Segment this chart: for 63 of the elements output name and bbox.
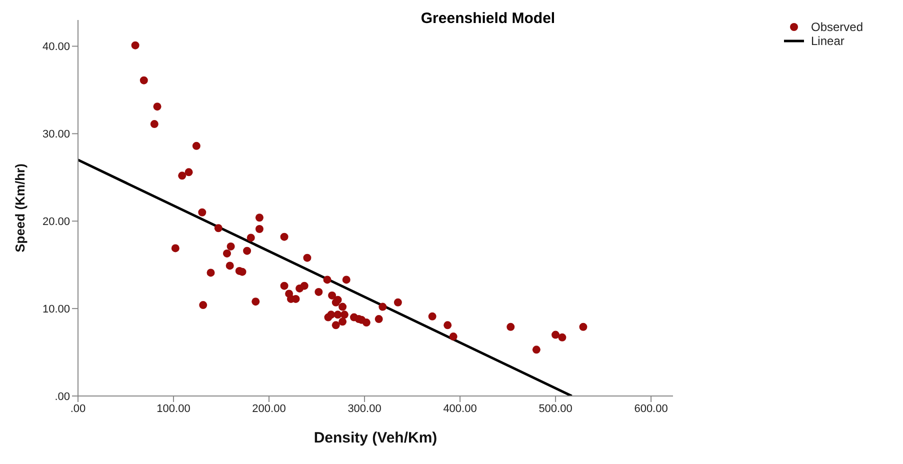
point: [374, 315, 383, 324]
point: [226, 262, 234, 270]
y-tick-label: 10.00: [42, 303, 70, 316]
point: [579, 322, 588, 331]
point: [444, 321, 452, 330]
point: [362, 318, 370, 327]
point: [338, 318, 347, 326]
point: [184, 168, 193, 176]
y-tick-label: 30.00: [42, 128, 70, 141]
point: [532, 346, 540, 354]
point: [327, 310, 336, 319]
chart-title: Greenshield Model: [420, 10, 556, 27]
y-tick-label: .00: [54, 390, 70, 403]
point: [378, 302, 387, 311]
legend-label: Observed: [811, 20, 864, 34]
point: [328, 291, 336, 300]
point: [214, 224, 222, 232]
point: [323, 276, 332, 284]
point: [394, 298, 402, 306]
point: [199, 301, 208, 310]
point: [303, 254, 312, 262]
point: [506, 322, 515, 331]
x-tick-label: 300.00: [348, 402, 382, 415]
point: [171, 244, 180, 252]
point: [178, 172, 186, 180]
point: [255, 214, 264, 222]
point: [338, 302, 347, 311]
x-tick-label: 100.00: [156, 402, 190, 415]
point: [340, 310, 348, 319]
y-tick-label: 40.00: [42, 41, 70, 54]
point: [558, 333, 566, 342]
point: [300, 282, 308, 290]
y-axis-title: Speed (Km/hr): [12, 164, 28, 252]
point: [552, 330, 560, 339]
legend-label: Linear: [811, 34, 844, 48]
point: [153, 102, 162, 111]
x-tick-label: 400.00: [443, 402, 477, 415]
point: [280, 232, 288, 241]
point: [140, 76, 148, 84]
y-tick-label: 20.00: [42, 216, 70, 228]
x-tick-label: 600.00: [634, 402, 668, 415]
point: [314, 288, 323, 296]
point: [192, 142, 200, 150]
point: [255, 224, 264, 233]
x-tick-label: 500.00: [538, 402, 572, 415]
point: [226, 242, 235, 250]
point: [243, 246, 252, 255]
point: [222, 249, 231, 258]
point: [280, 282, 288, 290]
point: [206, 268, 215, 277]
point: [150, 120, 158, 128]
point: [342, 276, 350, 284]
point: [131, 41, 140, 50]
point: [334, 296, 342, 304]
x-axis-title: Density (Veh/Km): [314, 430, 438, 447]
point: [428, 312, 436, 320]
point: [198, 208, 206, 216]
x-tick-label: 200.00: [252, 402, 286, 415]
point: [332, 321, 340, 330]
point: [449, 332, 458, 341]
point: [252, 298, 260, 306]
x-tick-label: .00: [70, 402, 86, 415]
point: [246, 234, 255, 242]
